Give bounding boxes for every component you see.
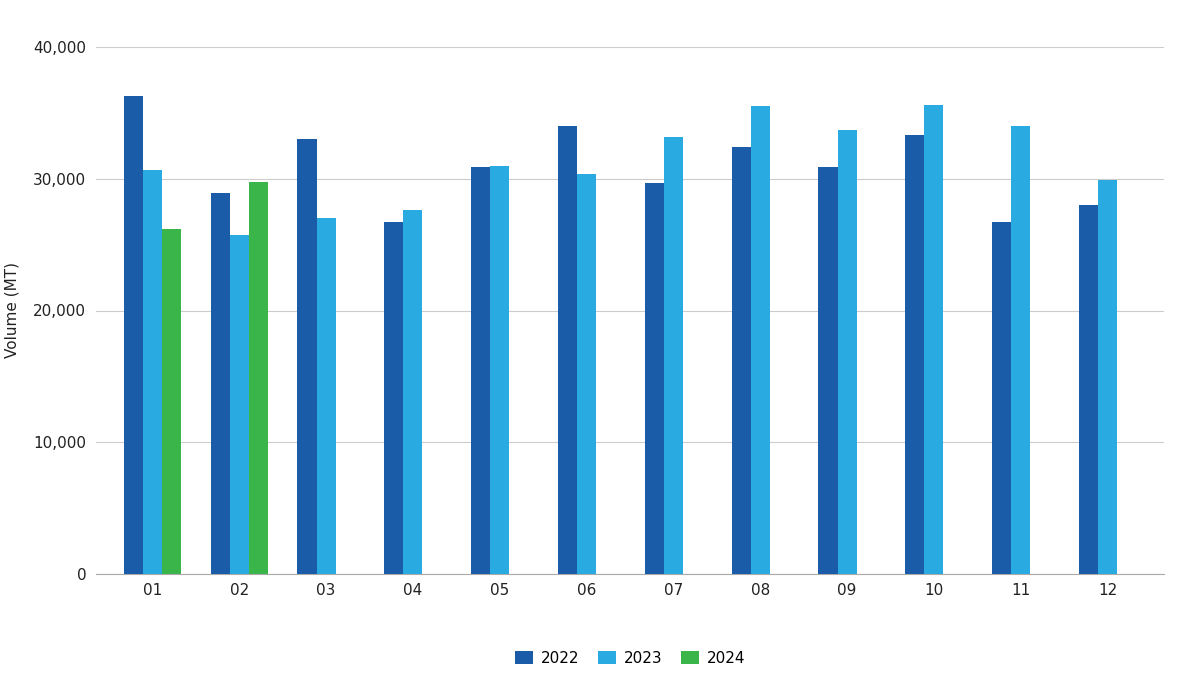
- Bar: [1012, 126, 1031, 574]
- Bar: [298, 139, 317, 574]
- Bar: [558, 126, 577, 574]
- Bar: [838, 130, 857, 574]
- Bar: [732, 147, 751, 574]
- Bar: [924, 105, 943, 574]
- Bar: [211, 193, 229, 574]
- Bar: [1079, 205, 1098, 574]
- Bar: [577, 173, 596, 574]
- Y-axis label: Volume (MT): Volume (MT): [5, 263, 19, 358]
- Bar: [124, 96, 143, 574]
- Bar: [751, 107, 769, 574]
- Bar: [491, 166, 509, 574]
- Bar: [1098, 180, 1117, 574]
- Bar: [317, 219, 336, 574]
- Bar: [818, 167, 838, 574]
- Bar: [229, 236, 248, 574]
- Bar: [143, 169, 162, 574]
- Bar: [384, 222, 403, 574]
- Bar: [472, 167, 491, 574]
- Bar: [664, 137, 683, 574]
- Bar: [162, 229, 181, 574]
- Legend: 2022, 2023, 2024: 2022, 2023, 2024: [509, 645, 751, 672]
- Bar: [248, 182, 268, 574]
- Bar: [644, 183, 664, 574]
- Bar: [403, 211, 422, 574]
- Bar: [905, 136, 924, 574]
- Bar: [992, 222, 1012, 574]
